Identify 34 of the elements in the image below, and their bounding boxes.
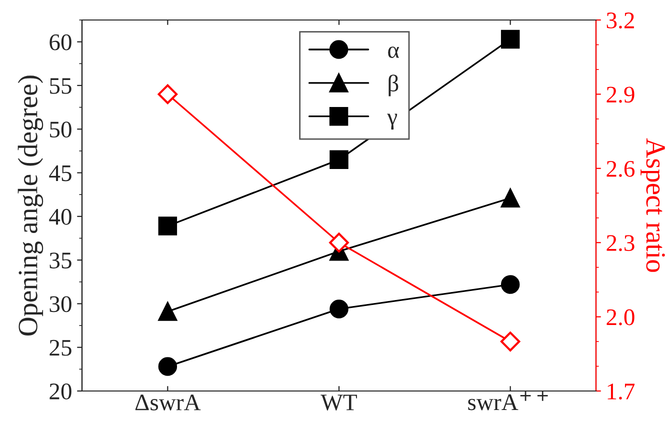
- y2-tick-label: 3.2: [606, 12, 634, 29]
- point: [500, 188, 520, 208]
- y-axis-title: Opening angle (degree): [18, 76, 44, 336]
- x-tick-label: swrA$^{++}$: [468, 390, 548, 410]
- point: [500, 30, 520, 49]
- point: [330, 150, 348, 170]
- point: [158, 84, 178, 104]
- y2-axis-title: Aspect ratio: [640, 138, 665, 272]
- y-tick-label: 25: [50, 340, 72, 356]
- y2-tick-label: 2.9: [606, 86, 634, 103]
- point: [500, 332, 520, 352]
- point: [329, 232, 349, 252]
- point: [158, 216, 178, 236]
- y-tick-label: 35: [50, 252, 72, 268]
- y-tick-label: 40: [49, 208, 72, 225]
- legend-label: γ: [387, 114, 398, 130]
- y2-tick-label: 1.7: [608, 384, 635, 400]
- y2-tick-label: 2.6: [606, 160, 635, 177]
- y-tick-label: 20: [50, 383, 72, 400]
- y-tick-label: 50: [50, 122, 72, 138]
- x-tick-label: ΔswrA: [135, 394, 201, 410]
- point: [158, 357, 178, 376]
- x-tick-label: WT: [320, 394, 357, 411]
- y2-tick-label: 2.0: [606, 309, 634, 326]
- y-tick-label: 60: [50, 34, 72, 50]
- legend-label: β: [388, 74, 398, 96]
- legend-label: α: [388, 46, 400, 58]
- y-tick-label: 55: [50, 78, 72, 94]
- y2-tick-label: 2.3: [606, 235, 634, 252]
- point: [158, 302, 178, 321]
- point: [330, 300, 348, 318]
- y-tick-label: 45: [49, 165, 72, 182]
- y-tick-label: 30: [50, 296, 72, 312]
- point: [500, 275, 520, 294]
